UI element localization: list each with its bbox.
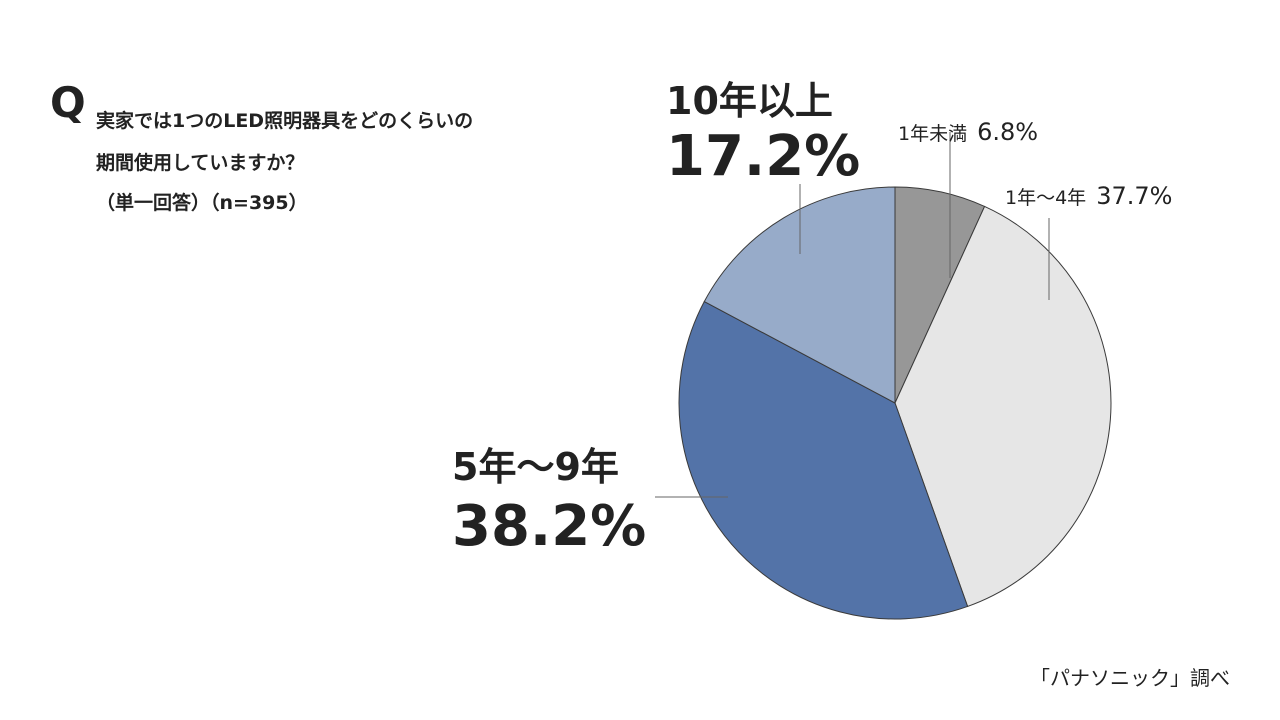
question-mark: Q xyxy=(50,78,86,127)
pie-slice-3 xyxy=(678,300,969,620)
source-credit: 「パナソニック」調べ xyxy=(1030,666,1230,690)
slice-value-3: 38.2% xyxy=(452,494,646,559)
slice-label-2: 1年～4年 37.7% xyxy=(1005,182,1172,210)
slice-label-3: 5年～9年 xyxy=(452,445,619,489)
question-answer-note: （単一回答）（n=395） xyxy=(96,192,308,214)
question-text-line2: 期間使用していますか？ xyxy=(96,152,305,174)
question-text-line1: 実家では1つのLED照明器具をどのくらいの xyxy=(96,110,474,132)
pie-slice-4 xyxy=(703,186,896,404)
pie-slice-2 xyxy=(894,205,1112,608)
slice-label-1: 1年未満 6.8% xyxy=(898,118,1038,146)
slice-label-4: 10年以上 xyxy=(666,79,833,123)
slice-value-4: 17.2% xyxy=(666,124,860,189)
